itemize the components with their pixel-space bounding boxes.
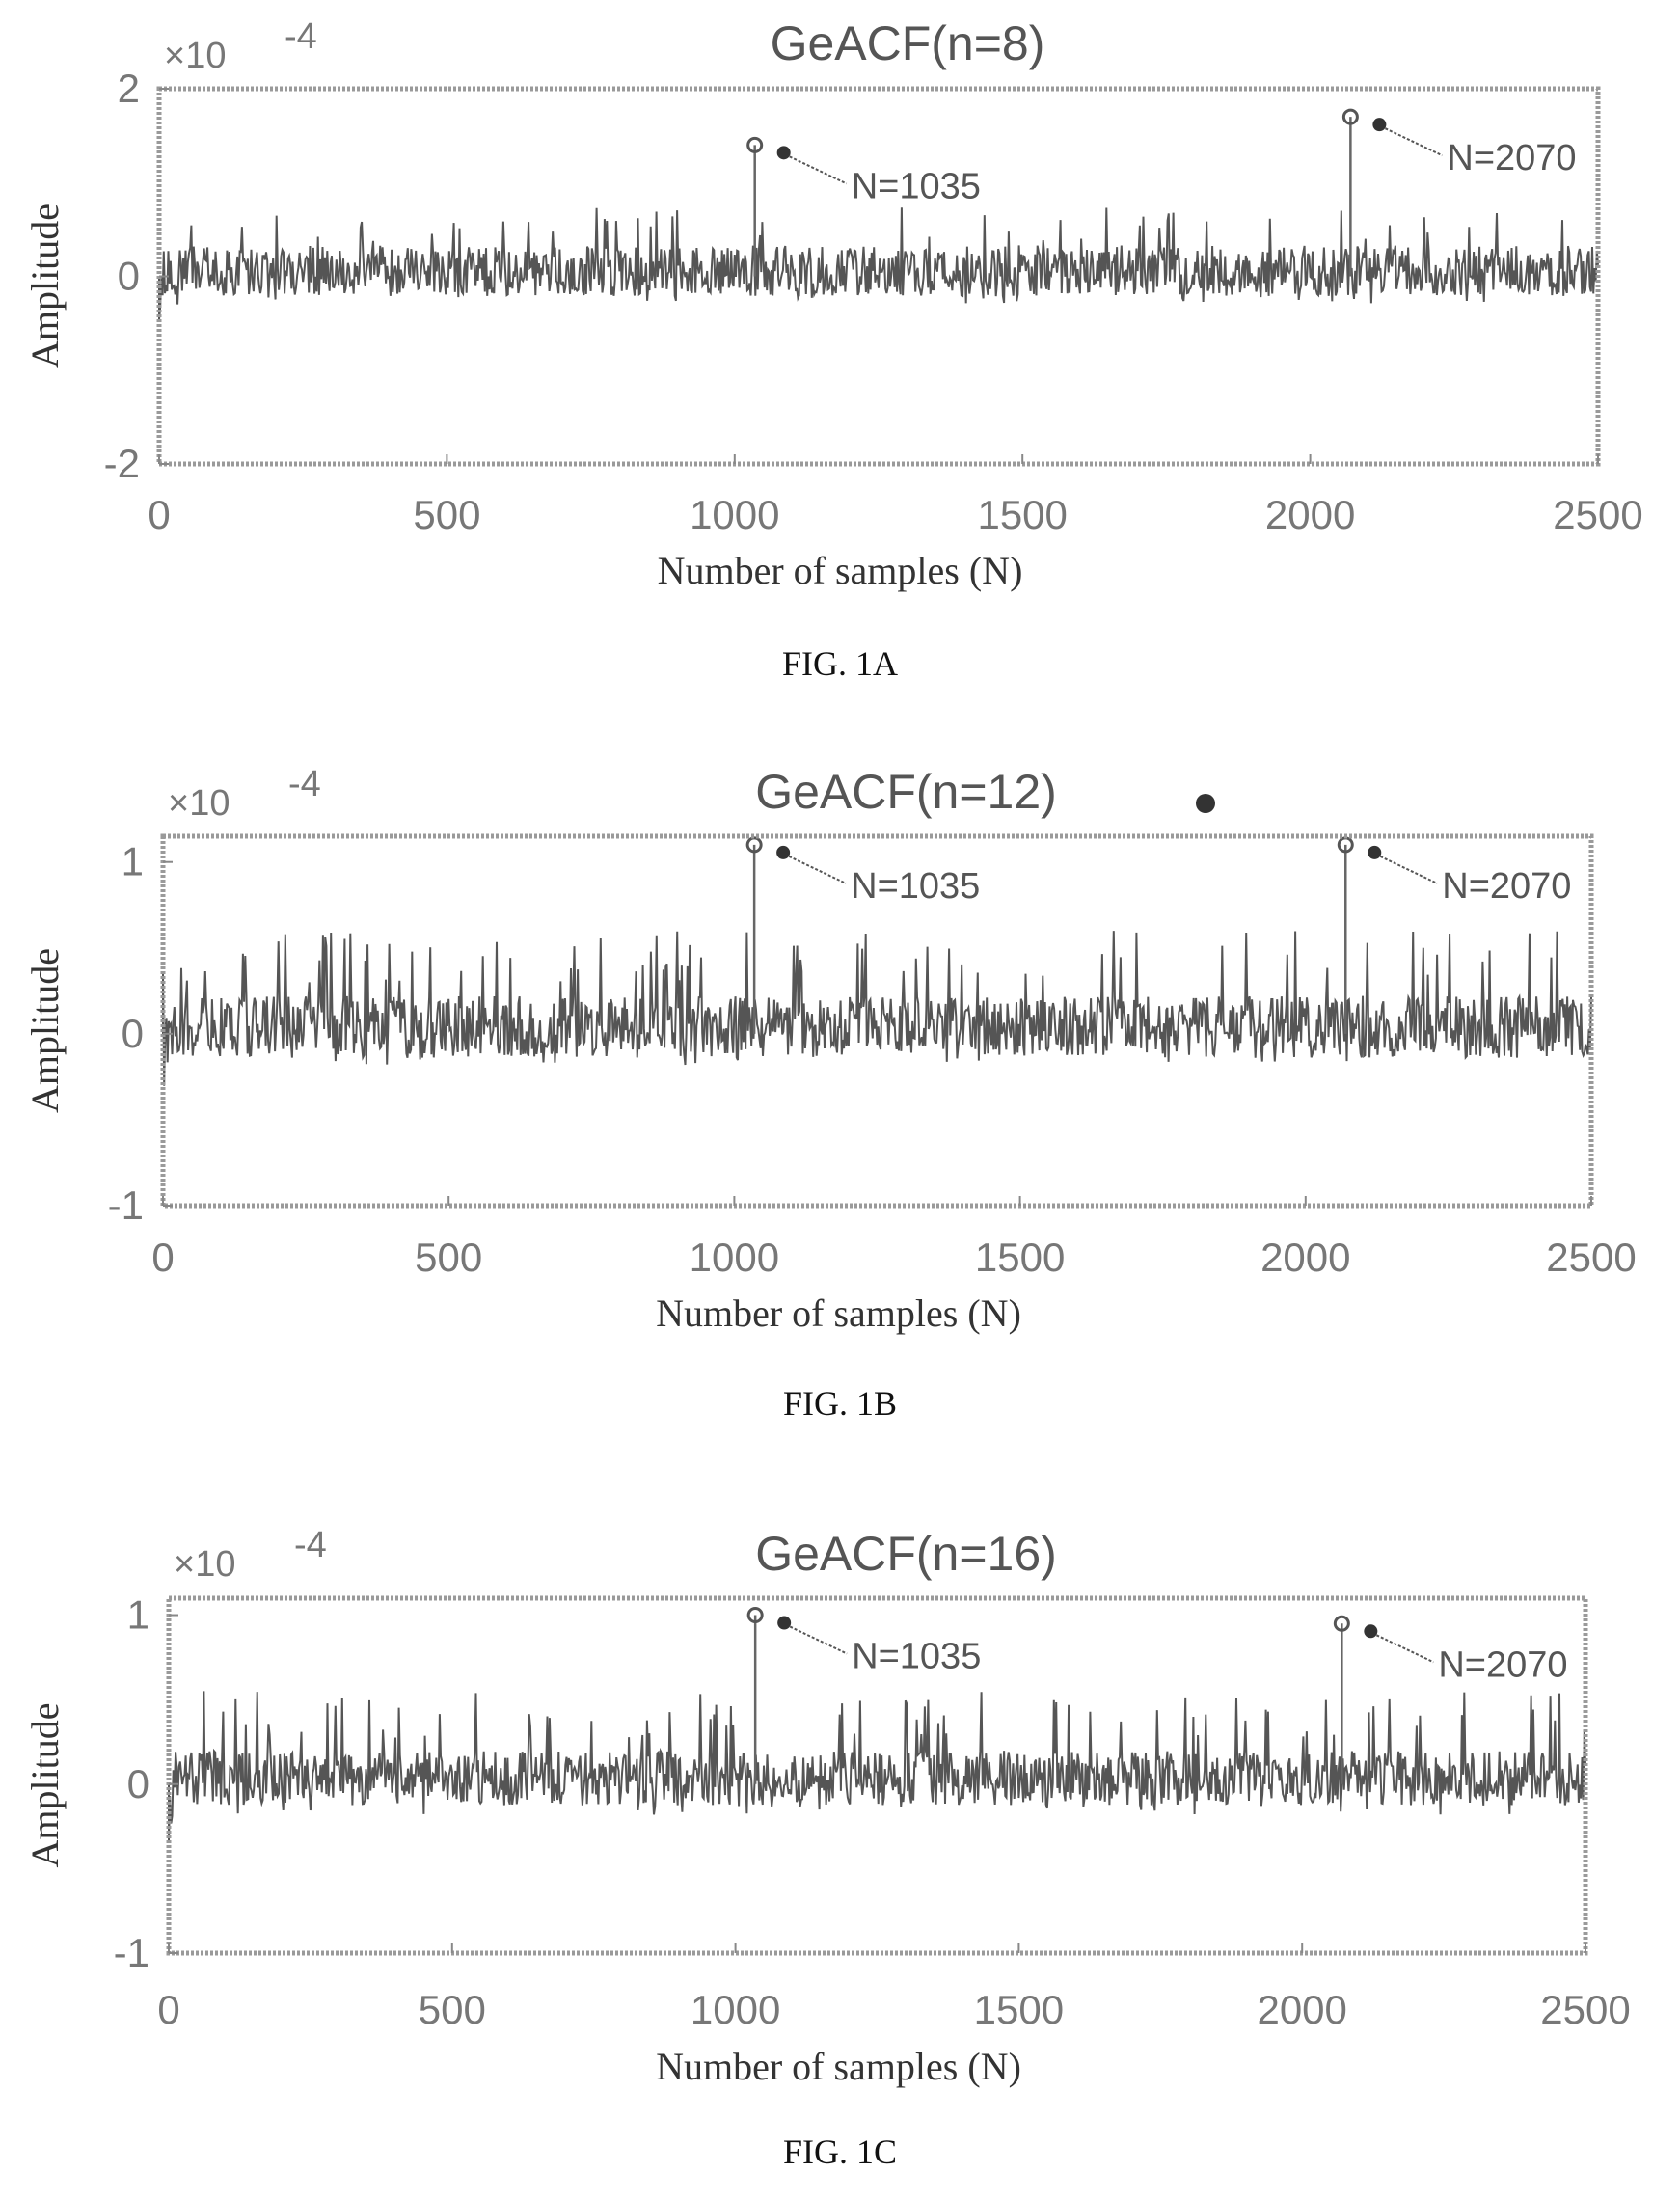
- annotation-dot: [1372, 118, 1387, 132]
- peak-annotation: N=1035: [851, 866, 980, 907]
- x-tick-label: 1500: [975, 1235, 1065, 1280]
- exponent-label: ×10: [168, 783, 230, 824]
- peak-annotation: N=1035: [852, 1637, 981, 1677]
- x-tick-label: 2000: [1257, 1987, 1346, 2032]
- y-tick-label: -2: [104, 441, 140, 486]
- x-tick-label: 0: [148, 492, 170, 537]
- x-tick-label: 1000: [691, 1987, 780, 2032]
- y-tick-label: -1: [114, 1930, 149, 1975]
- y-axis-label: Amplitude: [23, 1702, 67, 1867]
- stray-mark: [1196, 794, 1215, 813]
- annotation-dot: [1364, 1624, 1378, 1639]
- peak-marker: [746, 1607, 764, 1624]
- chart-title: GeACF(n=12): [755, 765, 1057, 819]
- x-tick-label: 1500: [977, 492, 1067, 537]
- annotation-dot: [776, 845, 791, 859]
- x-axis-label: Number of samples (N): [658, 549, 1023, 592]
- peak-marker: [1341, 108, 1359, 125]
- exponent-label: ×10: [164, 36, 226, 76]
- peak-marker: [745, 836, 763, 854]
- x-tick-label: 2500: [1540, 1987, 1630, 2032]
- signal-trace: [162, 931, 1592, 1086]
- x-tick-label: 1000: [690, 1235, 779, 1280]
- peak-annotation: N=2070: [1447, 138, 1576, 178]
- chart-title: GeACF(n=16): [755, 1527, 1057, 1581]
- exponent-value: -4: [285, 16, 317, 57]
- y-axis-label: Amplitude: [23, 948, 67, 1113]
- annotation-leader: [789, 1625, 848, 1655]
- x-tick-label: 0: [151, 1235, 174, 1280]
- annotation-leader: [788, 856, 847, 884]
- annotation-leader: [1375, 1634, 1434, 1664]
- peak-annotation: N=2070: [1438, 1644, 1567, 1685]
- plot-frame: [166, 1595, 1588, 1956]
- x-tick-label: 2000: [1260, 1235, 1350, 1280]
- exponent-label: ×10: [174, 1544, 235, 1585]
- x-axis-label: Number of samples (N): [656, 1291, 1021, 1335]
- x-tick-label: 1000: [690, 492, 779, 537]
- figure-caption: FIG. 1C: [783, 2133, 897, 2171]
- exponent-value: -4: [288, 764, 321, 804]
- y-tick-label: 0: [127, 1761, 149, 1807]
- x-tick-label: 1500: [974, 1987, 1064, 2032]
- y-tick-label: 0: [118, 254, 140, 299]
- y-tick-label: 1: [127, 1592, 149, 1638]
- x-tick-label: 500: [413, 492, 480, 537]
- y-tick-label: 1: [122, 839, 144, 884]
- signal-trace: [168, 1691, 1586, 1841]
- x-tick-label: 2500: [1553, 492, 1642, 537]
- x-tick-label: 2500: [1546, 1235, 1636, 1280]
- x-tick-label: 2000: [1265, 492, 1355, 537]
- x-tick-label: 500: [415, 1235, 482, 1280]
- peak-annotation: N=1035: [852, 166, 981, 206]
- annotation-leader: [1384, 127, 1443, 157]
- y-tick-label: 2: [118, 66, 140, 111]
- exponent-value: -4: [294, 1525, 327, 1565]
- signal-trace: [158, 207, 1599, 320]
- annotation-dot: [776, 146, 791, 160]
- annotation-leader: [789, 155, 848, 185]
- chart-title: GeACF(n=8): [771, 16, 1045, 70]
- plot-frame: [160, 833, 1594, 1209]
- y-axis-label: Amplitude: [23, 204, 67, 368]
- annotation-dot: [1368, 845, 1382, 859]
- x-tick-label: 500: [419, 1987, 486, 2032]
- peak-marker: [746, 136, 764, 153]
- peak-marker: [1333, 1615, 1350, 1632]
- x-axis-label: Number of samples (N): [656, 2045, 1021, 2088]
- y-tick-label: -1: [108, 1182, 144, 1228]
- x-tick-label: 0: [157, 1987, 179, 2032]
- figure-caption: FIG. 1A: [782, 644, 898, 683]
- figure-caption: FIG. 1B: [783, 1384, 897, 1423]
- annotation-leader: [1379, 856, 1438, 884]
- peak-annotation: N=2070: [1442, 866, 1571, 907]
- y-tick-label: 0: [122, 1011, 144, 1056]
- annotation-dot: [777, 1616, 792, 1630]
